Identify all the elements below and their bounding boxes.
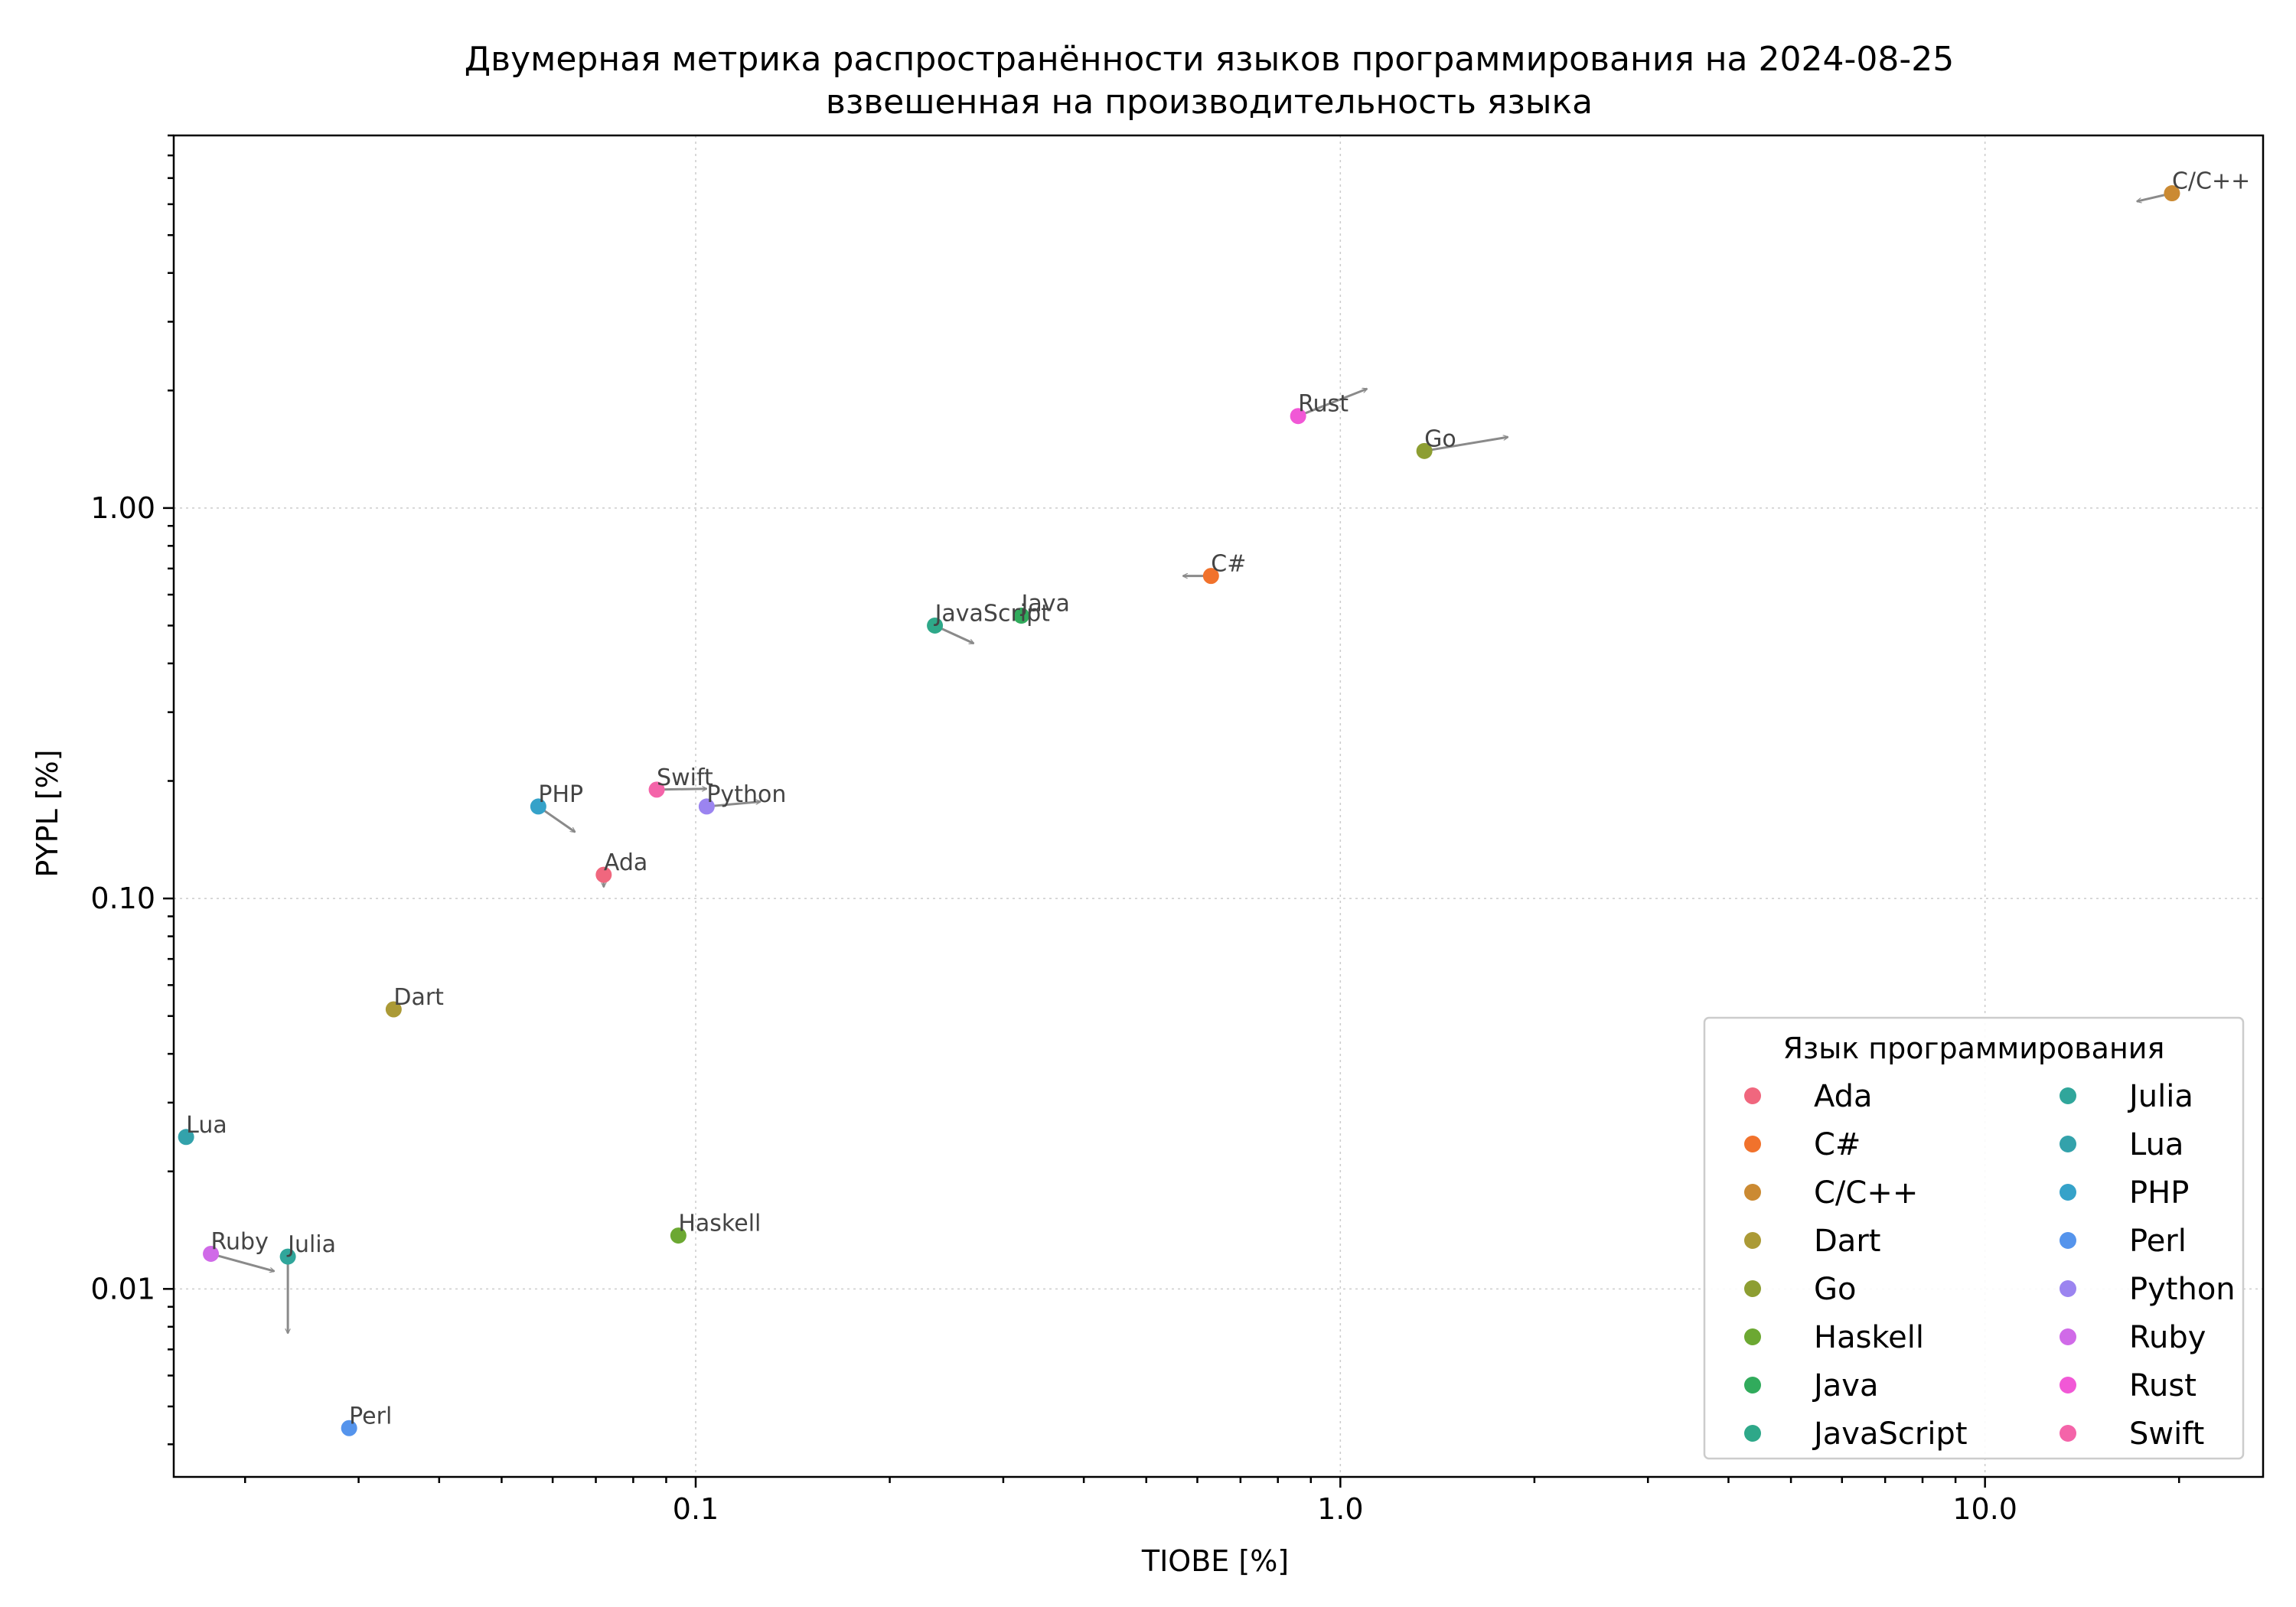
point-perl <box>341 1420 357 1436</box>
legend-entry-label: C# <box>1814 1127 1861 1162</box>
legend-marker <box>2060 1087 2076 1104</box>
axis-ticks: 0.1 1.0 10.0 0.01 0.10 1.00 <box>90 134 2180 1526</box>
x-axis-label: TIOBE [%] <box>1141 1544 1289 1578</box>
legend-entry-label: Go <box>1814 1272 1856 1307</box>
legend-marker <box>2060 1232 2076 1249</box>
point-rust <box>1290 408 1306 425</box>
legend-title: Язык программирования <box>1783 1032 2165 1065</box>
point-label: Julia <box>286 1231 336 1258</box>
point-label: Dart <box>393 984 444 1011</box>
point-label: Haskell <box>678 1211 761 1237</box>
legend-entry-label: Ada <box>1814 1079 1873 1114</box>
legend-entry-label: Python <box>2129 1272 2236 1307</box>
point-c-c- <box>2164 185 2180 202</box>
point-python <box>698 798 715 815</box>
legend-box <box>1703 1016 2245 1460</box>
point-label: Ada <box>604 849 647 876</box>
point-julia <box>279 1248 296 1265</box>
point-lua <box>178 1129 194 1146</box>
legend-entry-label: C/C++ <box>1814 1175 1918 1211</box>
x-tick-label: 1.0 <box>1317 1492 1363 1526</box>
point-label: Python <box>706 781 786 808</box>
legend-entry-label: Java <box>1812 1368 1879 1403</box>
point-java <box>1013 608 1030 624</box>
point-ada <box>595 866 612 883</box>
point-label: C# <box>1211 551 1246 578</box>
arrow-swift <box>657 789 706 790</box>
legend-entry-label: Lua <box>2129 1127 2183 1162</box>
point-label: Java <box>1020 591 1070 618</box>
point-label: Perl <box>349 1403 392 1429</box>
legend-marker <box>2060 1425 2076 1442</box>
legend-marker <box>1744 1087 1761 1104</box>
point-label: Go <box>1424 425 1456 452</box>
legend-marker <box>1744 1136 1761 1152</box>
point-labels: AdaC#C/C++DartGoHaskellJavaJavaScriptJul… <box>186 168 2250 1430</box>
point-haskell <box>670 1227 687 1244</box>
arrow-go <box>1424 437 1508 452</box>
point-label: PHP <box>538 781 583 808</box>
legend-marker <box>1744 1377 1761 1393</box>
y-axis-label: PYPL [%] <box>31 749 64 877</box>
data-points <box>178 185 2180 1436</box>
chart-title: Двумерная метрика распространённости язы… <box>465 40 1954 79</box>
legend-marker <box>2060 1136 2076 1152</box>
point-javascript <box>927 617 944 634</box>
point-label: Swift <box>657 764 713 791</box>
legend-entry-label: PHP <box>2129 1175 2189 1211</box>
legend-entry-label: Perl <box>2129 1224 2187 1259</box>
legend-entry-label: Rust <box>2129 1368 2197 1403</box>
legend-marker <box>1744 1280 1761 1297</box>
point-label: C/C++ <box>2172 168 2250 195</box>
legend-marker <box>1744 1328 1761 1345</box>
point-ruby <box>203 1245 220 1262</box>
chart-subtitle: взвешенная на производительность языка <box>826 83 1593 122</box>
legend-marker <box>2060 1377 2076 1393</box>
plot-frame <box>172 134 2265 1478</box>
legend-marker <box>1744 1184 1761 1201</box>
point-go <box>1416 442 1433 459</box>
point-c- <box>1202 568 1219 585</box>
legend-marker <box>1744 1232 1761 1249</box>
legend-entry-label: Haskell <box>1814 1320 1924 1355</box>
y-tick-label: 0.01 <box>90 1272 155 1305</box>
y-tick-label: 1.00 <box>90 491 155 525</box>
legend-entry-label: Julia <box>2127 1079 2193 1114</box>
point-label: Lua <box>186 1112 227 1139</box>
legend-entry-label: Ruby <box>2129 1320 2206 1355</box>
legend-marker <box>2060 1280 2076 1297</box>
legend-marker <box>2060 1328 2076 1345</box>
legend-entry-label: Swift <box>2129 1416 2204 1452</box>
x-tick-label: 0.1 <box>673 1492 719 1526</box>
x-tick-label: 10.0 <box>1952 1492 2017 1526</box>
point-php <box>530 798 546 815</box>
point-label: Rust <box>1298 391 1349 418</box>
legend-entry-label: Dart <box>1814 1224 1880 1259</box>
legend: Язык программирования Ada C# C/C++ Dart Go Ha… <box>1703 1016 2245 1460</box>
point-swift <box>648 781 665 798</box>
legend-marker <box>1744 1425 1761 1442</box>
legend-marker <box>2060 1184 2076 1201</box>
arrow-ruby <box>210 1253 275 1271</box>
point-label: Ruby <box>211 1228 269 1255</box>
point-label: JavaScript <box>934 600 1051 627</box>
arrow-python <box>706 802 760 808</box>
y-tick-label: 0.10 <box>90 882 155 915</box>
arrow-rust <box>1297 389 1367 418</box>
legend-entry-label: JavaScript <box>1812 1416 1968 1452</box>
point-dart <box>385 1001 402 1018</box>
